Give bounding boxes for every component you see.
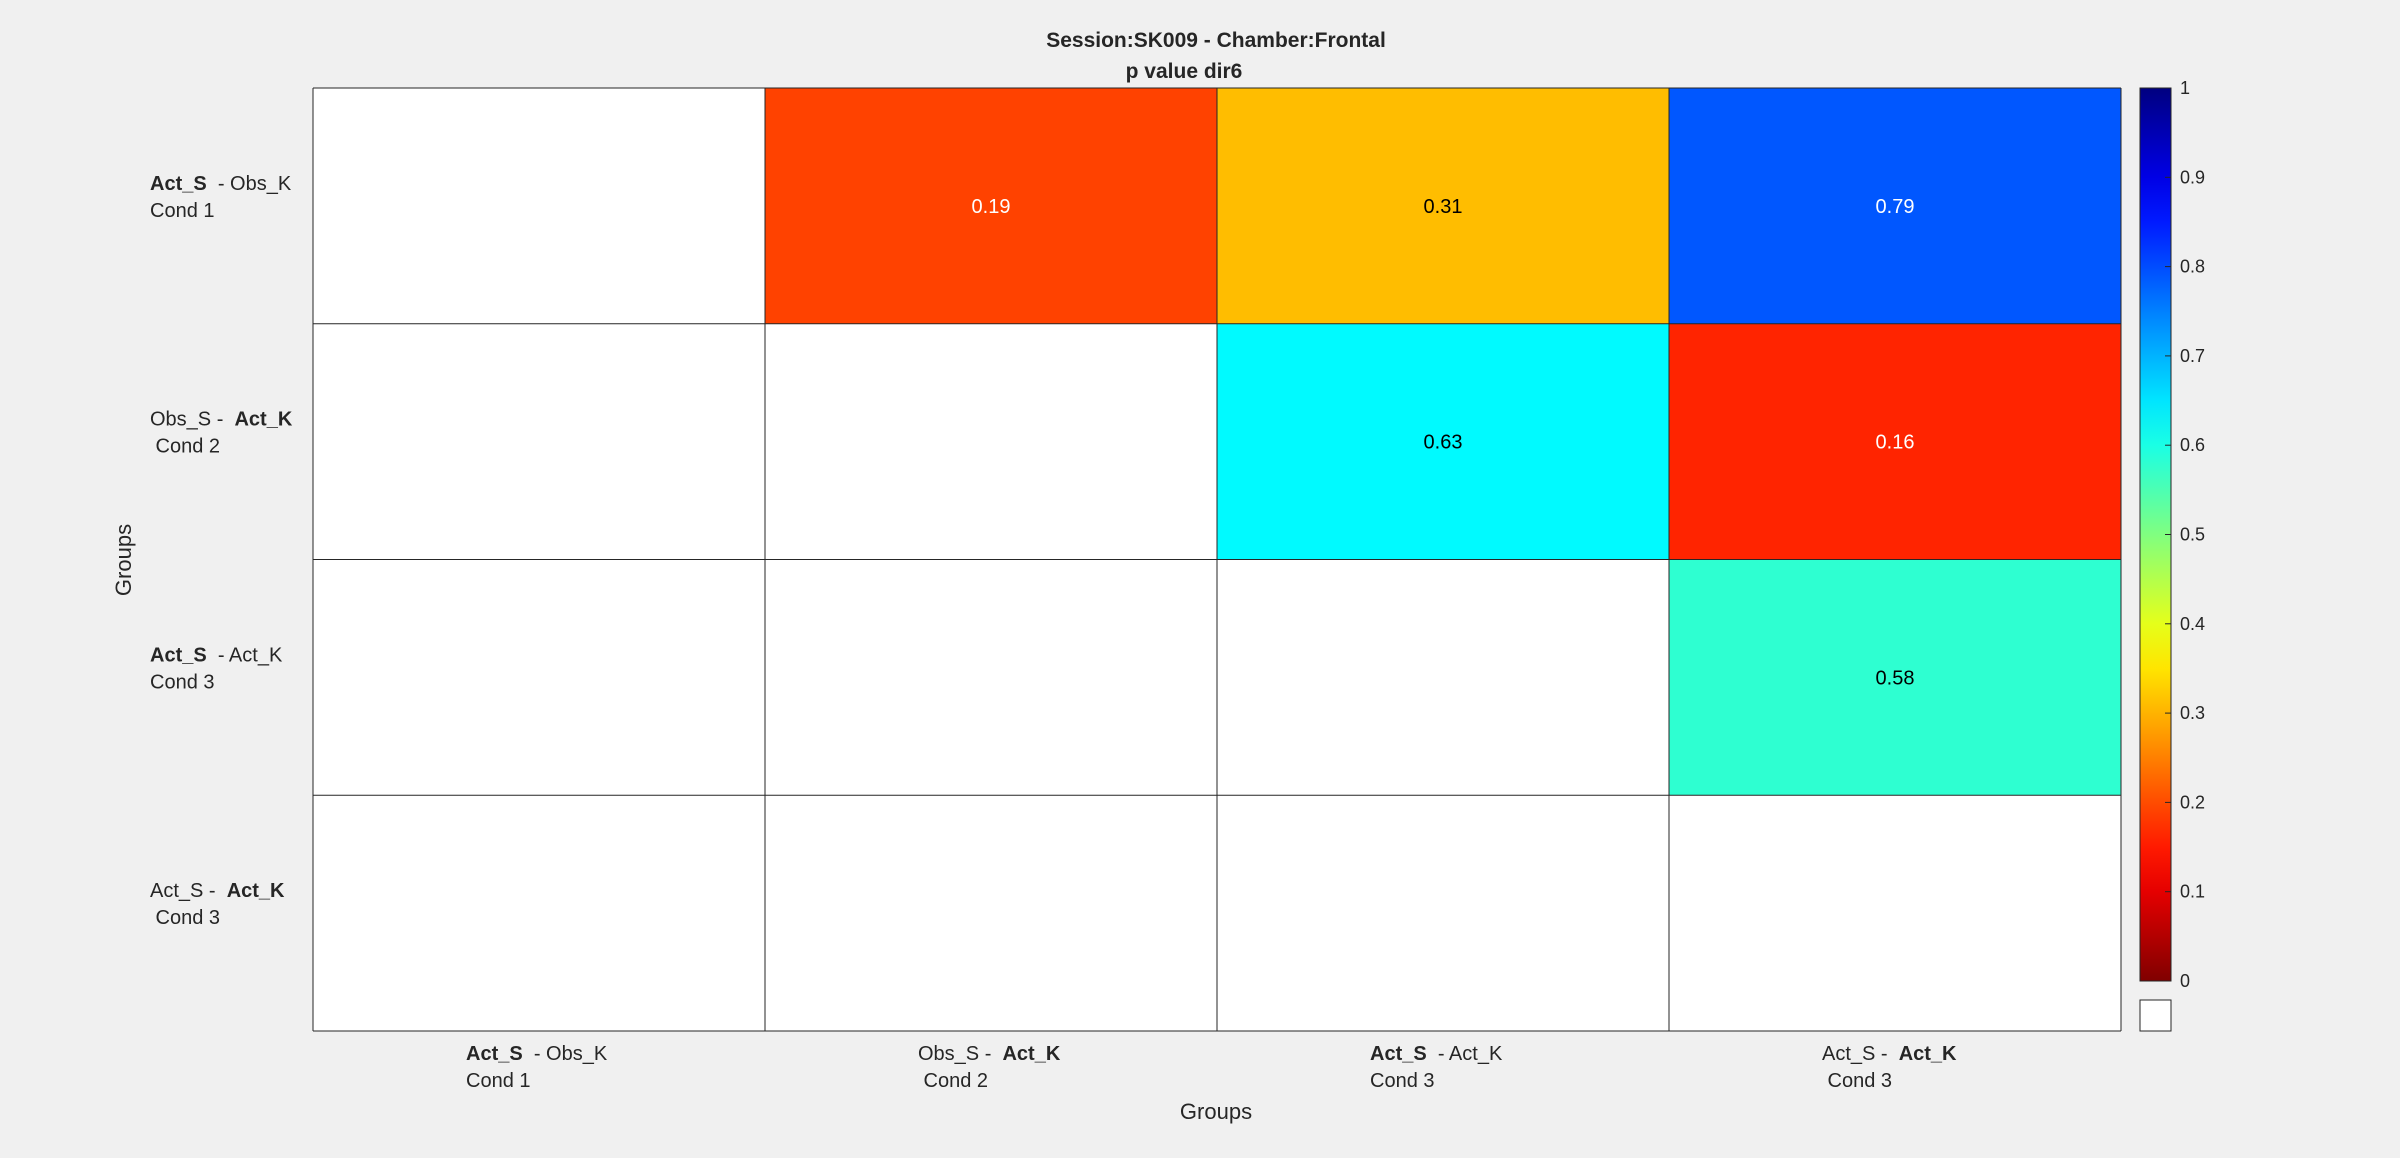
colorbar-tick-label: 0.9: [2180, 167, 2205, 187]
cell-value-label: 0.19: [972, 196, 1011, 218]
row-label-line1: Obs_S - Act_K: [150, 409, 293, 431]
colorbar-tick-label: 0.6: [2180, 435, 2205, 455]
column-label: Act_S - Act_K Cond 3: [1822, 1043, 1957, 1092]
cell-value-label: 0.79: [1876, 196, 1915, 218]
row-label: Obs_S - Act_K Cond 2: [150, 409, 293, 458]
heatmap-cell: [765, 795, 1217, 1031]
column-label-line1: Act_S - Act_K: [1370, 1043, 1503, 1065]
heatmap-cell: [1669, 795, 2121, 1031]
row-label-line1: Act_S - Obs_K: [150, 173, 292, 195]
heatmap-cell: [1217, 323, 1669, 560]
row-label-line1: Act_S - Act_K: [150, 644, 283, 666]
column-label-line1: Act_S - Obs_K: [466, 1043, 608, 1065]
heatmap-cell: [313, 323, 765, 560]
column-label-line2: Cond 3: [1370, 1070, 1435, 1092]
row-label-line1: Act_S - Act_K: [150, 880, 285, 902]
heatmap-cell: [1669, 88, 2121, 324]
colorbar-tick-label: 1: [2180, 78, 2190, 98]
heatmap-cell: [765, 88, 1217, 324]
heatmap-cell: [1669, 323, 2121, 560]
column-label-line2: Cond 3: [1822, 1070, 1892, 1092]
heatmap-cell: [313, 559, 765, 796]
y-axis-label: Groups: [111, 524, 136, 596]
column-label-line2: Cond 1: [466, 1070, 531, 1092]
row-label: Act_S - Act_K Cond 3: [150, 880, 285, 929]
chart-subtitle: p value dir6: [1126, 60, 1243, 83]
row-tick-labels: Act_S - Obs_K Cond 1 Obs_S - Act_K Cond 2 A…: [150, 173, 293, 929]
heatmap-cell: [1217, 88, 1669, 324]
colorbar-tick-label: 0.7: [2180, 346, 2205, 366]
colorbar-tick-label: 0.2: [2180, 792, 2205, 812]
column-label: Act_S - Obs_K Cond 1: [466, 1043, 608, 1092]
cell-value-label: 0.58: [1876, 667, 1915, 689]
colorbar-tick-label: 0.4: [2180, 614, 2205, 634]
column-label-line1: Act_S - Act_K: [1822, 1043, 1957, 1065]
colorbar-tick-label: 0.3: [2180, 703, 2205, 723]
colorbar-tick-label: 0.1: [2180, 882, 2205, 902]
heatmap-cell: [765, 323, 1217, 560]
colorbar-tick-label: 0: [2180, 971, 2190, 991]
heatmap-cell: [1217, 795, 1669, 1031]
column-label: Obs_S - Act_K Cond 2: [918, 1043, 1061, 1092]
colorbar-nan-swatch: [2139, 999, 2172, 1032]
heatmap-cells: 0.19 0.31 0.79 0.63 0.16 0.58: [313, 88, 2121, 1031]
heatmap-cell: [1669, 559, 2121, 796]
column-tick-labels: Act_S - Obs_K Cond 1 Obs_S - Act_K Cond 2 A…: [466, 1043, 1957, 1092]
colorbar-tick-label: 0.5: [2180, 525, 2205, 545]
heatmap-cell: [313, 795, 765, 1031]
colorbar: 0 0.1 0.2 0.3 0.4 0.5 0.6 0.7 0.8 0.9 1: [2139, 78, 2205, 1032]
cell-value-label: 0.16: [1876, 432, 1915, 454]
grid-lines: [312, 87, 2122, 1032]
row-label-line2: Cond 1: [150, 200, 215, 222]
row-label-line2: Cond 3: [150, 671, 215, 693]
row-label: Act_S - Act_K Cond 3: [150, 644, 283, 693]
column-label-line1: Obs_S - Act_K: [918, 1043, 1061, 1065]
heatmap-cell: [1217, 559, 1669, 796]
row-label-line2: Cond 2: [150, 436, 220, 458]
heatmap-cell: [313, 88, 765, 324]
column-label-line2: Cond 2: [918, 1070, 988, 1092]
chart-title: Session:SK009 - Chamber:Frontal: [1046, 29, 1386, 52]
column-label: Act_S - Act_K Cond 3: [1370, 1043, 1503, 1092]
cell-value-label: 0.63: [1424, 432, 1463, 454]
cell-value-label: 0.31: [1424, 196, 1463, 218]
colorbar-tick-label: 0.8: [2180, 257, 2205, 277]
row-label: Act_S - Obs_K Cond 1: [150, 173, 292, 222]
x-axis-label: Groups: [1180, 1099, 1252, 1124]
row-label-line2: Cond 3: [150, 907, 220, 929]
heatmap-cell: [765, 559, 1217, 796]
